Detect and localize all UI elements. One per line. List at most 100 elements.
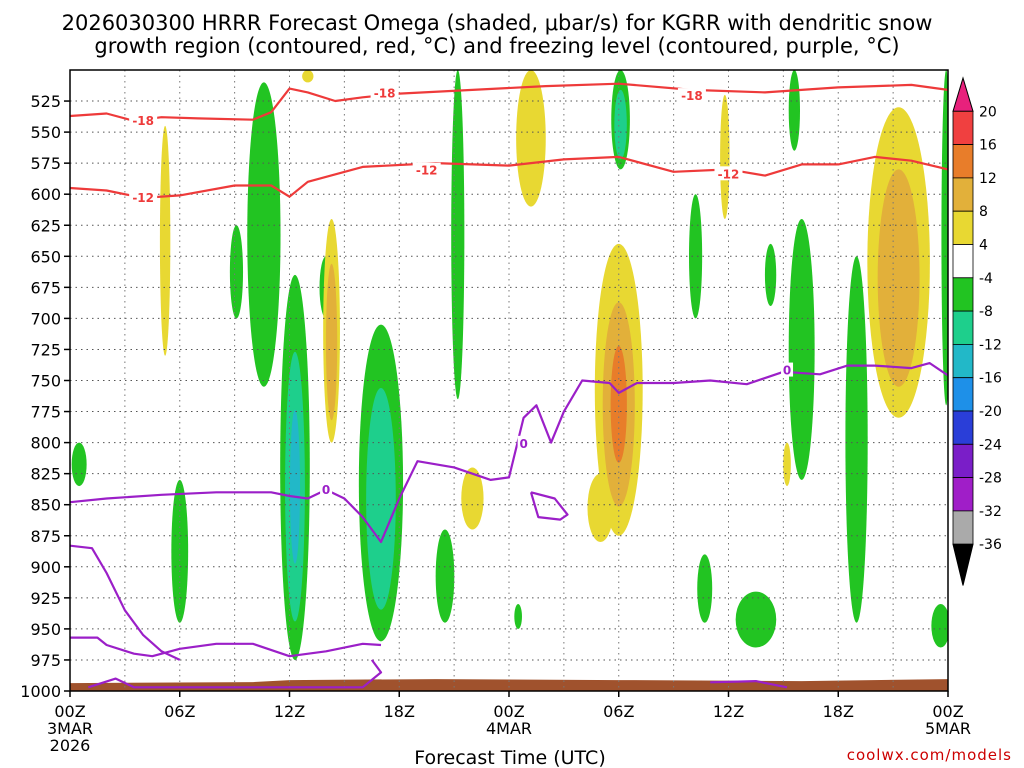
omega-shaded-region — [302, 70, 314, 83]
y-tick-label: 650 — [30, 247, 61, 266]
colorbar-segment — [952, 443, 974, 478]
contour-freezing_level_0C_left — [70, 544, 181, 661]
y-tick-label: 725 — [30, 340, 61, 359]
omega-shaded-region — [71, 442, 87, 487]
colorbar-segment — [952, 110, 974, 146]
colorbar-segment — [952, 144, 974, 179]
x-tick-year: 2026 — [50, 736, 91, 755]
omega-shaded-region — [325, 263, 338, 421]
omega-shaded-region — [159, 125, 171, 356]
x-tick-label: 12Z — [274, 702, 305, 721]
contour-label: -12 — [132, 191, 154, 205]
colorbar-label: -36 — [979, 537, 1002, 553]
y-tick-label: 875 — [30, 527, 61, 546]
omega-shaded-region — [720, 94, 730, 220]
omega-shaded-region — [783, 442, 791, 487]
x-tick-date: 4MAR — [486, 719, 532, 738]
contour-label: -18 — [681, 89, 703, 103]
x-tick-label: 18Z — [384, 702, 415, 721]
colorbar-bottom-arrow — [952, 543, 974, 586]
colorbar-label: -28 — [979, 471, 1002, 487]
omega-shaded-region — [697, 554, 713, 623]
colorbar-label: 16 — [979, 138, 997, 154]
colorbar-segment — [952, 477, 974, 512]
y-tick-label: 550 — [30, 123, 61, 142]
x-tick-date: 3MAR — [47, 719, 93, 738]
omega-shaded-region — [516, 70, 546, 207]
omega-shaded-region — [788, 70, 801, 151]
omega-shaded-region — [514, 604, 522, 629]
omega-shaded-region — [461, 467, 484, 530]
contour-label: 0 — [322, 483, 330, 497]
x-axis-label: Forecast Time (UTC) — [414, 747, 605, 768]
omega-shaded-region — [229, 225, 244, 319]
contour-label-bg — [714, 166, 743, 181]
colorbar-label: -4 — [979, 271, 993, 287]
contour-freezing_level_0C_sfc — [87, 659, 383, 689]
chart-title-line2: growth region (contoured, red, °C) and f… — [94, 34, 899, 58]
contour-freezing_level_0C_lower — [70, 636, 382, 658]
omega-shaded-region — [877, 169, 920, 387]
x-tick-label: 06Z — [603, 702, 634, 721]
x-tick-label: 00Z — [932, 702, 963, 721]
contour-label-bg — [412, 162, 441, 177]
y-tick-label: 525 — [30, 92, 61, 111]
y-tick-label: 700 — [30, 309, 61, 328]
y-tick-label: 975 — [30, 651, 61, 670]
contour-label: 0 — [519, 437, 527, 451]
colorbar-label: 4 — [979, 238, 988, 254]
colorbar-label: -8 — [979, 304, 993, 320]
plot-background — [70, 70, 948, 691]
omega-shaded-region — [931, 604, 948, 648]
colorbar-legend: 20 16 12 8 4 -4 -8 -12 -16 -20 -24 -28 -32 -36 — [952, 76, 1002, 586]
omega-shaded-region — [610, 346, 627, 463]
omega-shaded-region — [689, 194, 703, 319]
x-tick-label: 12Z — [713, 702, 744, 721]
colorbar-segment — [952, 343, 974, 379]
contour-label: -18 — [374, 87, 396, 101]
omega-shaded-region — [289, 409, 301, 564]
colorbar-label: -24 — [979, 437, 1002, 453]
chart-title-line1: 2026030300 HRRR Forecast Omega (shaded, … — [62, 11, 933, 35]
omega-shaded-region — [451, 70, 465, 400]
y-tick-label: 825 — [30, 465, 61, 484]
contour-label-bg — [129, 189, 158, 204]
omega-shaded-region — [435, 529, 455, 623]
contour-label-bg — [129, 112, 158, 127]
colorbar-label: -20 — [979, 404, 1002, 420]
colorbar-label: 12 — [979, 171, 997, 187]
x-tick-date: 5MAR — [925, 719, 971, 738]
colorbar-segment — [952, 310, 974, 345]
y-tick-label: 625 — [30, 216, 61, 235]
contour-layer: -18 -18 -18 -12 -12 -12 0 0 0 — [70, 82, 948, 689]
y-tick-label: 600 — [30, 185, 61, 204]
y-tick-label: 750 — [30, 372, 61, 391]
contour-label: 0 — [783, 364, 791, 378]
colorbar-label: 8 — [979, 204, 988, 220]
colorbar-segment — [952, 410, 974, 445]
contour-dgz_minus18 — [70, 82, 948, 122]
y-tick-label: 925 — [30, 589, 61, 608]
contour-label-bg — [677, 88, 706, 103]
contour-freezing_level_0C_bottom — [710, 680, 788, 689]
colorbar-top-arrow — [952, 76, 974, 112]
x-tick-label: 18Z — [823, 702, 854, 721]
colorbar-label: 20 — [979, 104, 997, 120]
contour-label-bg — [781, 362, 794, 377]
contour-freezing_level_0C_blob — [529, 491, 569, 521]
contour-label: -18 — [132, 114, 154, 128]
y-tick-label: 800 — [30, 434, 61, 453]
y-tick-label: 850 — [30, 496, 61, 515]
y-tick-label: 775 — [30, 403, 61, 422]
contour-dgz_minus12 — [70, 155, 948, 199]
colorbar-segment — [952, 210, 974, 245]
colorbar-segment — [952, 377, 974, 412]
credit-text: coolwx.com/models — [847, 746, 1012, 764]
y-tick-label: 1000 — [20, 682, 61, 701]
x-tick-label: 00Z — [493, 702, 524, 721]
contour-freezing_level_0C_main — [70, 362, 948, 544]
colorbar-segment — [952, 244, 974, 279]
colorbar-segment — [952, 177, 974, 212]
